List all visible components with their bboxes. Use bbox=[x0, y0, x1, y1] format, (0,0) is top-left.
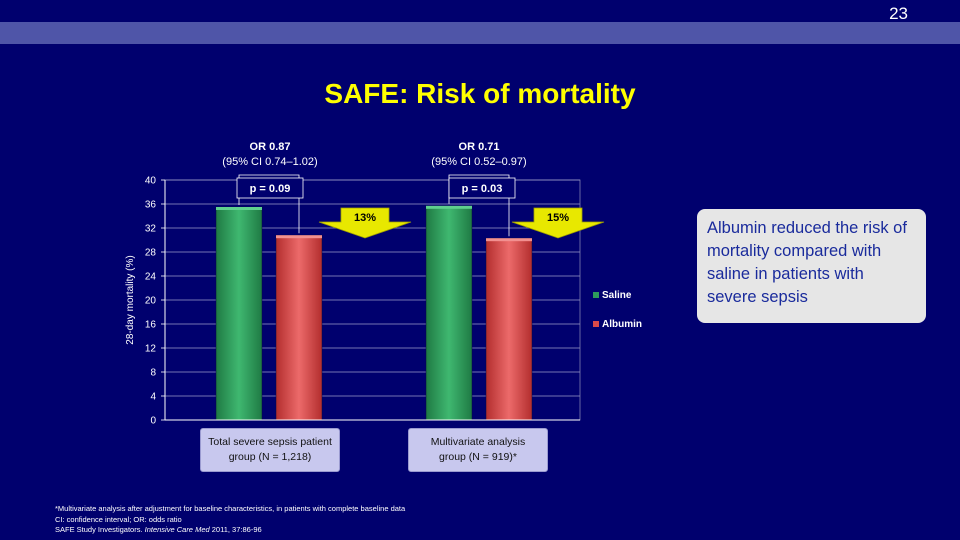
reduction-label: 13% bbox=[354, 212, 376, 224]
footnote-reference: SAFE Study Investigators. Intensive Care… bbox=[55, 525, 405, 536]
p-value-label: p = 0.03 bbox=[462, 183, 503, 195]
category-box-total-line1: Total severe sepsis patient bbox=[208, 436, 332, 448]
bar-top-albumin bbox=[276, 235, 322, 239]
y-tick-label: 32 bbox=[145, 224, 157, 235]
y-axis-label: 28-day mortality (%) bbox=[125, 255, 136, 344]
bar-saline bbox=[425, 205, 473, 421]
bar-top-albumin bbox=[486, 238, 532, 242]
slide-title: SAFE: Risk of mortality bbox=[324, 78, 636, 109]
odds-ratio-label: OR 0.87 bbox=[250, 141, 291, 153]
footnote-multivariate: *Multivariate analysis after adjustment … bbox=[55, 504, 406, 513]
y-tick-label: 0 bbox=[150, 416, 156, 427]
y-tick-label: 4 bbox=[150, 392, 156, 403]
p-value-box bbox=[236, 177, 304, 199]
bar-saline bbox=[215, 206, 263, 421]
y-tick-label: 20 bbox=[145, 296, 157, 307]
reference-authors: SAFE Study Investigators. bbox=[55, 525, 145, 534]
p-value-label: p = 0.09 bbox=[250, 183, 291, 195]
y-tick-label: 12 bbox=[145, 344, 157, 355]
legend-label-albumin: Albumin bbox=[602, 319, 642, 330]
conclusion-callout: Albumin reduced the risk of mortality co… bbox=[697, 209, 926, 323]
reduction-label: 15% bbox=[547, 212, 569, 224]
y-tick-label: 40 bbox=[145, 176, 157, 187]
slide-number: 23 bbox=[889, 4, 908, 23]
confidence-interval-label: (95% CI 0.74–1.02) bbox=[222, 156, 317, 168]
saline-swatch bbox=[593, 292, 599, 299]
category-box-total-line2: group (N = 1,218) bbox=[228, 451, 312, 463]
category-box-multivariate-line1: Multivariate analysis bbox=[430, 436, 526, 448]
y-tick-label: 16 bbox=[145, 320, 157, 331]
reference-journal: Intensive Care Med bbox=[144, 525, 210, 534]
reduction-arrow bbox=[318, 207, 412, 239]
legend-item-saline: Saline bbox=[593, 290, 631, 301]
confidence-interval-label: (95% CI 0.52–0.97) bbox=[431, 156, 526, 168]
y-tick-label: 8 bbox=[150, 368, 156, 379]
category-box-multivariate: Multivariate analysis group (N = 919)* bbox=[408, 428, 548, 472]
legend-item-albumin: Albumin bbox=[593, 319, 642, 330]
y-tick-label: 36 bbox=[145, 200, 157, 211]
y-tick-label: 24 bbox=[145, 272, 157, 283]
reduction-arrow bbox=[511, 207, 605, 239]
legend-label-saline: Saline bbox=[602, 290, 632, 301]
y-tick-label: 28 bbox=[145, 248, 157, 259]
category-box-multivariate-line2: group (N = 919)* bbox=[439, 451, 517, 463]
odds-ratio-label: OR 0.71 bbox=[459, 141, 500, 153]
footnotes: *Multivariate analysis after adjustment … bbox=[55, 504, 405, 536]
reference-details: 2011, 37:86-96 bbox=[209, 525, 262, 534]
header-band bbox=[0, 22, 960, 44]
bar-albumin bbox=[275, 234, 323, 421]
category-box-total: Total severe sepsis patient group (N = 1,… bbox=[200, 428, 340, 472]
bar-top-saline bbox=[426, 205, 472, 209]
p-value-box bbox=[448, 177, 516, 199]
bar-top-saline bbox=[216, 207, 262, 210]
albumin-swatch bbox=[593, 321, 599, 328]
bar-albumin bbox=[485, 237, 533, 421]
footnote-abbreviations: CI: confidence interval; OR: odds ratio bbox=[55, 514, 182, 524]
